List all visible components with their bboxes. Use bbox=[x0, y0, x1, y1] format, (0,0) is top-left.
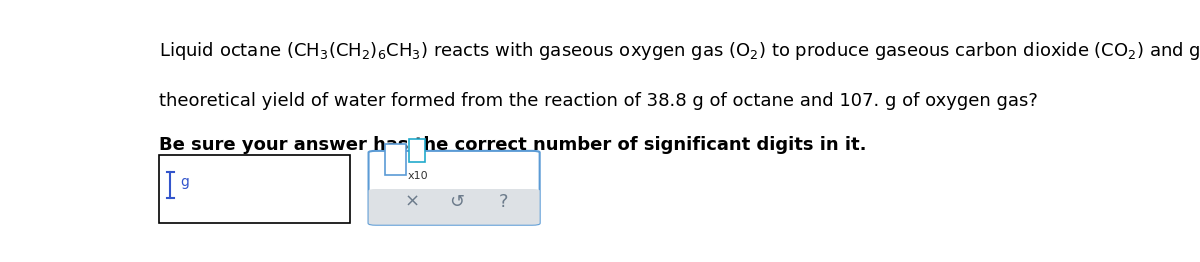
Bar bbox=[160, 155, 350, 223]
Text: ↺: ↺ bbox=[449, 193, 464, 211]
Text: g: g bbox=[181, 175, 190, 189]
Bar bbox=[385, 144, 406, 175]
FancyBboxPatch shape bbox=[368, 189, 540, 225]
Text: ?: ? bbox=[499, 193, 508, 211]
Bar bbox=[408, 139, 425, 162]
Text: theoretical yield of water formed from the reaction of 38.8 g of octane and 107.: theoretical yield of water formed from t… bbox=[160, 92, 1038, 110]
FancyBboxPatch shape bbox=[368, 151, 540, 225]
Text: Be sure your answer has the correct number of significant digits in it.: Be sure your answer has the correct numb… bbox=[160, 136, 866, 154]
Text: Liquid octane $\left(\mathrm{CH_3\left(CH_2\right)_6CH_3}\right)$ reacts with ga: Liquid octane $\left(\mathrm{CH_3\left(C… bbox=[160, 40, 1200, 62]
Text: x10: x10 bbox=[408, 171, 428, 181]
Text: ×: × bbox=[404, 193, 420, 211]
